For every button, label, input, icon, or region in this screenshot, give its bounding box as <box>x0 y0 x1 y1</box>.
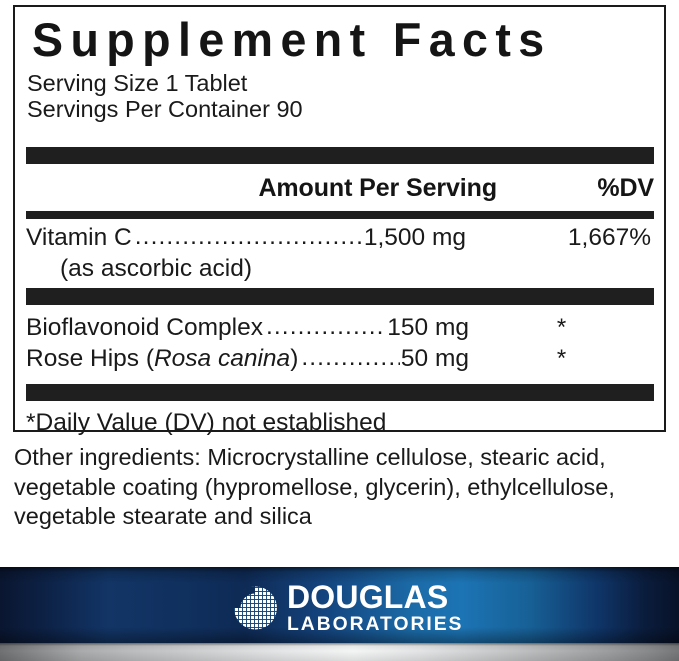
nutrient-daily-value: 1,667% <box>567 224 651 251</box>
dot-leader: ........................................… <box>134 223 363 250</box>
table-row: Bioflavonoid Complex ...................… <box>26 312 654 343</box>
brand-logo-text: DOUGLAS LABORATORIES <box>287 578 465 635</box>
nutrient-name-cell: Vitamin C ..............................… <box>26 222 466 253</box>
brand-name-primary: DOUGLAS <box>287 578 449 615</box>
divider-thick <box>26 384 654 401</box>
rule-above-header <box>26 147 654 164</box>
brand-logo: DOUGLAS LABORATORIES <box>231 581 461 635</box>
page-title: Supplement Facts <box>32 13 552 66</box>
nutrient-rows-primary: Vitamin C ..............................… <box>26 222 654 284</box>
panel-inner: Supplement Facts Serving Size 1 Tablet S… <box>15 16 664 439</box>
column-header-percent-dv: %DV <box>597 173 654 202</box>
nutrient-name: Vitamin C <box>26 224 132 251</box>
nutrient-amount: 1,500 mg <box>363 224 466 251</box>
divider-thick <box>26 288 654 305</box>
brand-name-secondary: LABORATORIES <box>287 612 464 635</box>
serving-size: Serving Size 1 Tablet <box>27 70 248 96</box>
other-ingredients-text: Other ingredients: Microcrystalline cell… <box>14 444 615 529</box>
banner-silver-strip <box>0 643 679 661</box>
nutrient-amount: 50 mg <box>400 345 469 372</box>
rule-between-groups <box>26 288 654 305</box>
serving-info: Serving Size 1 Tablet Servings Per Conta… <box>27 70 654 122</box>
brand-banner <box>0 567 679 661</box>
table-row: Vitamin C ..............................… <box>26 222 654 253</box>
nutrient-daily-value: * <box>556 314 567 341</box>
column-header-row: Amount Per Serving %DV <box>26 168 654 208</box>
nutrient-name: Rose Hips ( <box>26 345 154 372</box>
divider-thick <box>26 147 654 164</box>
nutrient-name-cell: Rose Hips ( Rosa canina ) ..............… <box>26 343 469 374</box>
nutrient-rows-secondary: Bioflavonoid Complex ...................… <box>26 312 654 374</box>
banner-blue-gradient <box>0 567 679 643</box>
supplement-facts-panel: Supplement Facts Serving Size 1 Tablet S… <box>13 5 666 436</box>
table-row: Rose Hips ( Rosa canina ) ..............… <box>26 343 654 374</box>
divider-thin <box>26 211 654 219</box>
nutrient-name-cell: Bioflavonoid Complex ...................… <box>26 312 469 343</box>
nutrient-amount: 150 mg <box>387 314 469 341</box>
dot-leader: ........................................… <box>301 344 400 371</box>
nutrient-latin-name: Rosa canina <box>153 345 291 372</box>
daily-value-footnote: *Daily Value (DV) not established <box>26 409 387 436</box>
column-header-amount-per-serving: Amount Per Serving <box>258 173 497 202</box>
rule-above-footnote <box>26 384 654 401</box>
nutrient-name-tail: ) <box>290 345 299 372</box>
nutrient-daily-value: * <box>556 345 567 372</box>
nutrient-source-note: (as ascorbic acid) <box>60 255 252 282</box>
halftone-globe-icon <box>231 584 279 632</box>
dot-leader: ........................................… <box>265 313 387 340</box>
servings-per-container: Servings Per Container 90 <box>27 96 303 122</box>
nutrient-name: Bioflavonoid Complex <box>26 314 263 341</box>
rule-below-header <box>26 211 654 219</box>
